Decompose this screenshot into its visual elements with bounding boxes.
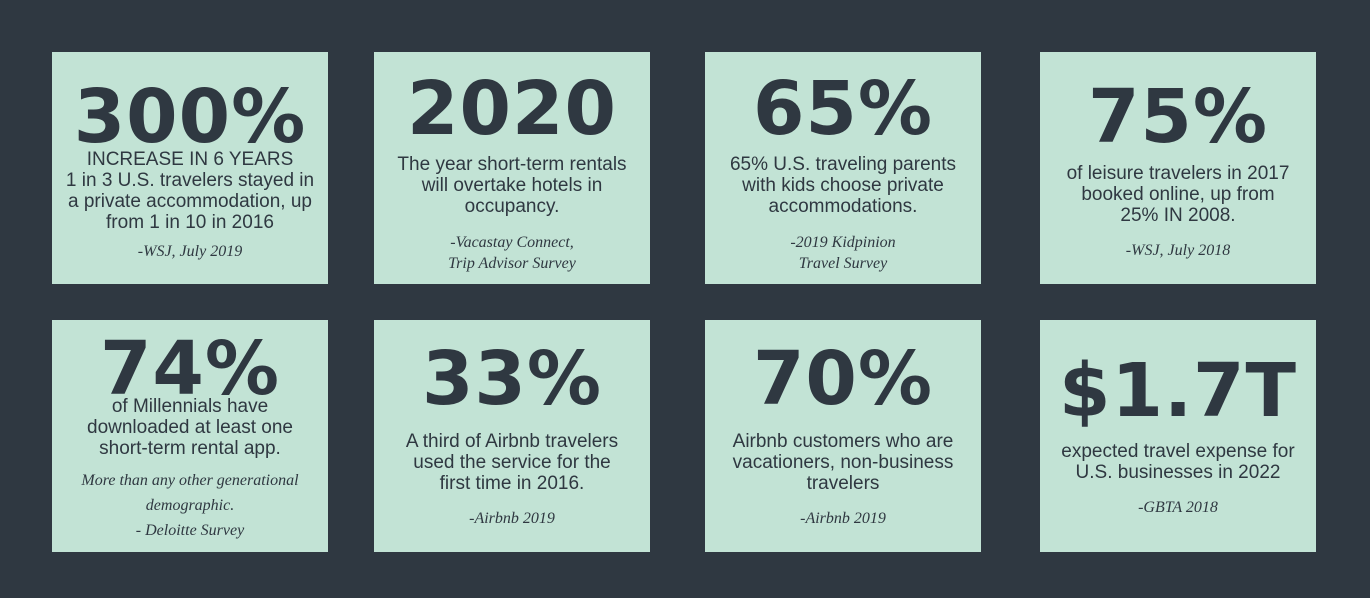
stat-card-70-percent: 70% Airbnb customers who are vacationers… xyxy=(705,320,981,552)
stat-value: 33% xyxy=(421,336,603,422)
stat-source: -Airbnb 2019 xyxy=(713,508,973,529)
stat-value: 75% xyxy=(1087,74,1269,160)
description-line: U.S. businesses in 2022 xyxy=(1075,462,1281,483)
stat-card-75-percent: 75% of leisure travelers in 2017 booked … xyxy=(1040,52,1316,284)
stat-source: -Airbnb 2019 xyxy=(382,508,642,529)
description-line: vacationers, non-business xyxy=(732,452,954,473)
description-line: occupancy. xyxy=(464,196,560,217)
stat-note: More than any other generational demogra… xyxy=(60,470,320,541)
stat-source: -GBTA 2018 xyxy=(1048,497,1308,518)
stat-source: -2019 Kidpinion Travel Survey xyxy=(713,232,973,274)
description-line: 1 in 3 U.S. travelers stayed in xyxy=(65,170,315,191)
description-line: first time in 2016. xyxy=(439,473,585,494)
note-line: demographic. xyxy=(145,497,235,514)
source-line: -WSJ, July 2018 xyxy=(1125,242,1231,259)
source-line: - Deloitte Survey xyxy=(135,522,245,539)
description-line: Airbnb customers who are xyxy=(732,431,954,452)
stat-description: 65% U.S. traveling parents with kids cho… xyxy=(713,154,973,217)
description-line: travelers xyxy=(806,473,880,494)
source-line: -Vacastay Connect, xyxy=(450,234,574,251)
description-line: from 1 in 10 in 2016 xyxy=(106,212,274,233)
stat-card-65-percent: 65% 65% U.S. traveling parents with kids… xyxy=(705,52,981,284)
description-line: 25% IN 2008. xyxy=(1120,205,1236,226)
stat-source: -Vacastay Connect, Trip Advisor Survey xyxy=(382,232,642,274)
description-line: will overtake hotels in xyxy=(421,175,603,196)
description-line: with kids choose private xyxy=(742,175,944,196)
source-line: -GBTA 2018 xyxy=(1138,499,1218,516)
stat-headline: INCREASE IN 6 YEARS xyxy=(86,149,294,170)
stat-card-300-percent: 300% INCREASE IN 6 YEARS 1 in 3 U.S. tra… xyxy=(52,52,328,284)
source-line: -Airbnb 2019 xyxy=(800,510,886,527)
description-line: a private accommodation, up xyxy=(68,191,312,212)
source-line: Travel Survey xyxy=(798,255,888,272)
stat-description: The year short-term rentals will overtak… xyxy=(382,154,642,217)
stat-description: of Millennials have downloaded at least … xyxy=(60,396,320,459)
source-line: -2019 Kidpinion xyxy=(790,234,896,251)
stat-value: $1.7T xyxy=(1058,348,1298,434)
description-line: downloaded at least one xyxy=(87,417,293,438)
description-line: booked online, up from xyxy=(1081,184,1275,205)
stat-card-1-7-trillion: $1.7T expected travel expense for U.S. b… xyxy=(1040,320,1316,552)
stat-description: of leisure travelers in 2017 booked onli… xyxy=(1048,163,1308,226)
description-line: of Millennials have xyxy=(111,396,269,417)
stat-description: INCREASE IN 6 YEARS 1 in 3 U.S. traveler… xyxy=(60,149,320,233)
stat-value: 74% xyxy=(99,326,281,412)
description-line: short-term rental app. xyxy=(99,438,281,459)
stat-source: -WSJ, July 2019 xyxy=(60,241,320,262)
source-line: -WSJ, July 2019 xyxy=(137,243,243,260)
stat-value: 70% xyxy=(752,336,934,422)
stat-card-74-percent: 74% of Millennials have downloaded at le… xyxy=(52,320,328,552)
description-line: accommodations. xyxy=(768,196,918,217)
stat-value: 300% xyxy=(73,74,307,160)
description-line: 65% U.S. traveling parents xyxy=(729,154,956,175)
source-line: -Airbnb 2019 xyxy=(469,510,555,527)
stat-description: expected travel expense for U.S. busines… xyxy=(1048,441,1308,483)
stat-source: -WSJ, July 2018 xyxy=(1048,240,1308,261)
stat-card-2020: 2020 The year short-term rentals will ov… xyxy=(374,52,650,284)
stat-description: A third of Airbnb travelers used the ser… xyxy=(382,431,642,494)
description-line: of leisure travelers in 2017 xyxy=(1066,163,1290,184)
description-line: The year short-term rentals xyxy=(397,154,627,175)
description-line: expected travel expense for xyxy=(1061,441,1295,462)
source-line: Trip Advisor Survey xyxy=(448,255,576,272)
stat-card-33-percent: 33% A third of Airbnb travelers used the… xyxy=(374,320,650,552)
stat-value: 2020 xyxy=(407,66,617,152)
description-line: A third of Airbnb travelers xyxy=(405,431,619,452)
stat-value: 65% xyxy=(752,66,934,152)
stat-description: Airbnb customers who are vacationers, no… xyxy=(713,431,973,494)
note-line: More than any other generational xyxy=(81,472,299,489)
description-line: used the service for the xyxy=(413,452,611,473)
